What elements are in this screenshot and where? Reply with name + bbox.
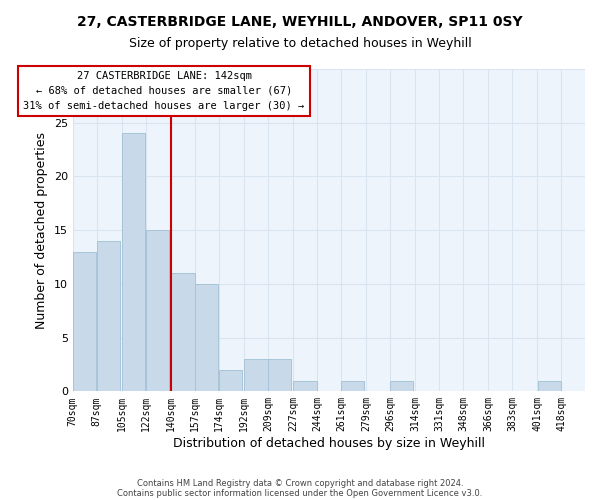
Bar	[122, 134, 145, 392]
Bar	[293, 380, 317, 392]
Bar	[391, 380, 413, 392]
Bar	[268, 359, 292, 392]
Bar	[172, 273, 194, 392]
Bar	[244, 359, 268, 392]
Bar	[195, 284, 218, 392]
Text: 27 CASTERBRIDGE LANE: 142sqm
← 68% of detached houses are smaller (67)
31% of se: 27 CASTERBRIDGE LANE: 142sqm ← 68% of de…	[23, 71, 305, 110]
Y-axis label: Number of detached properties: Number of detached properties	[35, 132, 48, 328]
Bar	[538, 380, 561, 392]
Bar	[146, 230, 169, 392]
X-axis label: Distribution of detached houses by size in Weyhill: Distribution of detached houses by size …	[173, 437, 485, 450]
Bar	[73, 252, 97, 392]
Text: Contains public sector information licensed under the Open Government Licence v3: Contains public sector information licen…	[118, 488, 482, 498]
Text: Size of property relative to detached houses in Weyhill: Size of property relative to detached ho…	[128, 38, 472, 51]
Text: 27, CASTERBRIDGE LANE, WEYHILL, ANDOVER, SP11 0SY: 27, CASTERBRIDGE LANE, WEYHILL, ANDOVER,…	[77, 15, 523, 29]
Text: Contains HM Land Registry data © Crown copyright and database right 2024.: Contains HM Land Registry data © Crown c…	[137, 478, 463, 488]
Bar	[219, 370, 242, 392]
Bar	[341, 380, 364, 392]
Bar	[97, 241, 120, 392]
